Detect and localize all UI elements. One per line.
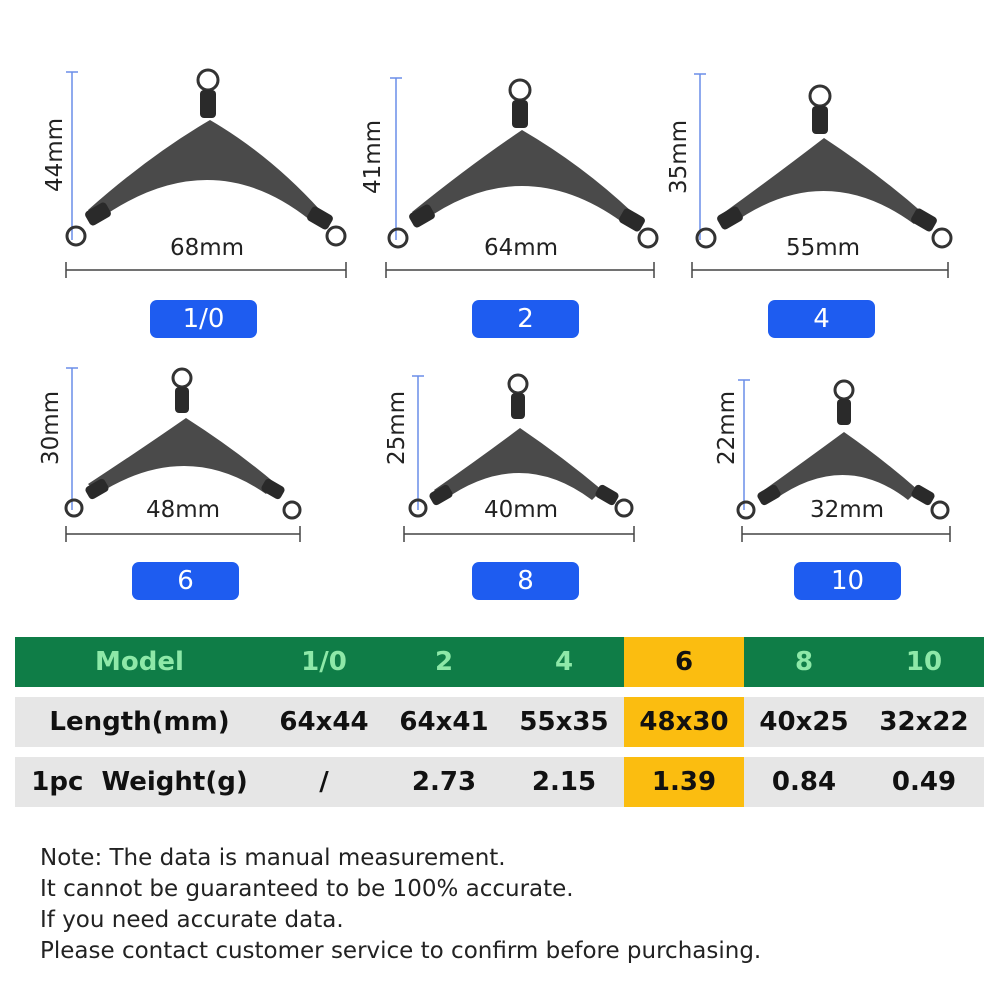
product-card-1-0 [0,0,347,280]
width-label: 40mm [484,497,559,523]
three-way-swivel-image [691,73,953,278]
table-header-row: Model 1/0 2 4 6 8 10 [15,637,984,687]
table-row-label: 1pc Weight(g) [15,757,264,807]
three-way-swivel-image [65,68,347,278]
product-card-2 [320,0,659,280]
table-header-cell: 1/0 [264,637,384,687]
table-header-cell-highlighted: 6 [624,637,744,687]
three-way-swivel-image [64,367,302,542]
height-label: 22mm [714,390,740,465]
height-label: 35mm [666,119,692,194]
model-badge: 8 [472,562,579,600]
note-line: Please contact customer service to confi… [40,938,762,964]
product-card-8 [340,340,660,620]
product-card-6 [0,340,320,620]
table-cell: 55x35 [504,697,624,747]
width-label: 55mm [786,235,861,261]
notes-block: Note: The data is manual measurement. It… [40,843,761,967]
table-cell: 64x41 [384,697,504,747]
table-row: Length(mm) 64x44 64x41 55x35 48x30 40x25… [15,697,984,747]
model-badge: 1/0 [150,300,257,338]
table-cell-highlighted: 48x30 [624,697,744,747]
height-label: 44mm [42,117,68,192]
height-label: 41mm [360,119,386,194]
table-cell: / [264,757,384,807]
note-line: If you need accurate data. [40,907,344,933]
width-label: 48mm [146,497,221,523]
spec-table: Model 1/0 2 4 6 8 10 Length(mm) 64x44 64… [15,637,984,817]
table-cell: 2.15 [504,757,624,807]
three-way-swivel-image [736,379,951,542]
table-cell-highlighted: 1.39 [624,757,744,807]
model-badge: 6 [132,562,239,600]
table-header-cell: 10 [864,637,984,687]
width-label: 64mm [484,235,559,261]
note-line: Note: The data is manual measurement. [40,845,506,871]
table-cell: 2.73 [384,757,504,807]
table-cell: 40x25 [744,697,864,747]
width-label: 32mm [810,497,885,523]
model-badge: 4 [768,300,875,338]
height-label: 30mm [38,390,64,465]
model-badge: 10 [794,562,901,600]
table-header-cell: 4 [504,637,624,687]
table-header-cell: 2 [384,637,504,687]
table-header-label: Model [15,637,264,687]
product-card-4 [636,0,956,280]
product-card-10 [660,340,980,620]
model-badge: 2 [472,300,579,338]
note-line: It cannot be guaranteed to be 100% accur… [40,876,574,902]
table-row: 1pc Weight(g) / 2.73 2.15 1.39 0.84 0.49 [15,757,984,807]
three-way-swivel-image [403,373,635,542]
table-header-cell: 8 [744,637,864,687]
table-cell: 0.49 [864,757,984,807]
three-way-swivel-image [385,77,659,278]
height-label: 25mm [384,390,410,465]
table-row-label: Length(mm) [15,697,264,747]
table-cell: 32x22 [864,697,984,747]
width-label: 68mm [170,235,245,261]
table-cell: 0.84 [744,757,864,807]
table-cell: 64x44 [264,697,384,747]
